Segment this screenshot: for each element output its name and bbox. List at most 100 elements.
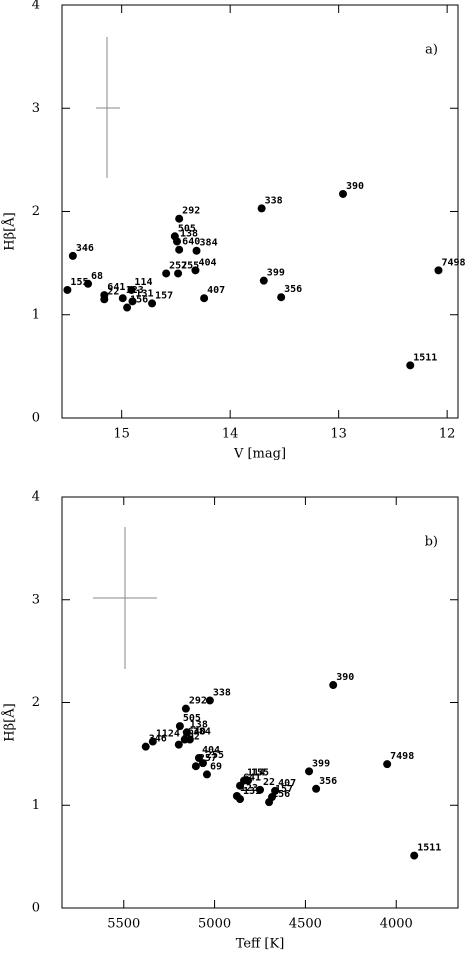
point	[434, 266, 443, 275]
point	[192, 246, 201, 255]
point-label: 399	[312, 758, 330, 769]
point	[162, 269, 171, 278]
point-label: 338	[265, 195, 283, 206]
point	[265, 798, 274, 807]
point-label: 7498	[441, 257, 465, 268]
y-axis-label: Hβ[Å]	[2, 703, 18, 741]
point	[141, 742, 150, 751]
point	[257, 204, 266, 213]
point	[271, 786, 280, 795]
x-tick-label: 4500	[289, 917, 322, 932]
point-label: 505	[183, 713, 201, 724]
point	[175, 214, 184, 223]
x-tick-label: 5000	[198, 917, 231, 932]
point	[123, 303, 132, 312]
point-label: 257	[199, 753, 217, 764]
x-tick-label: 13	[330, 427, 347, 442]
point-label: 131	[243, 786, 261, 797]
point-label: 255	[181, 260, 199, 271]
point-label: 292	[182, 206, 200, 217]
point	[329, 681, 338, 690]
error-cross	[93, 37, 157, 669]
panel-label: a)	[425, 43, 438, 58]
point	[410, 851, 419, 860]
x-axis-label: Teff [K]	[236, 937, 285, 951]
x-tick-label: 14	[222, 427, 239, 442]
point	[236, 795, 245, 804]
point-label: 155	[251, 768, 269, 779]
point	[118, 294, 127, 303]
point-label: 123	[240, 783, 258, 794]
point-label: 156	[272, 789, 290, 800]
point-label: 156	[130, 295, 148, 306]
y-tick-label: 3	[32, 592, 40, 607]
y-tick-label: 0	[32, 901, 40, 916]
y-tick-label: 2	[32, 204, 40, 219]
point-label: 384	[193, 726, 211, 737]
y-tick-label: 3	[32, 101, 40, 116]
point-label: 346	[149, 734, 167, 745]
point	[100, 295, 109, 304]
point	[175, 722, 184, 731]
y-tick-label: 0	[32, 411, 40, 426]
point	[200, 294, 209, 303]
point	[63, 285, 72, 294]
point-label: 114	[247, 768, 265, 779]
point-label: 399	[267, 268, 285, 279]
point	[148, 299, 157, 308]
point-label: 390	[346, 181, 364, 192]
panel-label: b)	[425, 535, 438, 550]
point-label: 356	[319, 776, 337, 787]
point-label: 640	[188, 726, 206, 737]
x-tick-label: 4000	[380, 917, 413, 932]
point	[174, 269, 183, 278]
point-label: 1511	[417, 843, 441, 854]
point-label: 257	[169, 260, 187, 271]
point	[191, 762, 200, 771]
point-label: 68	[91, 271, 103, 282]
point	[191, 266, 200, 275]
point	[128, 297, 137, 306]
point	[406, 361, 415, 370]
point	[236, 781, 245, 790]
y-axis-label: Hβ[Å]	[2, 212, 18, 250]
point	[173, 237, 182, 246]
x-axis-label: V [mag]	[233, 447, 286, 462]
point-label: 384	[200, 238, 218, 249]
point-label: 69	[210, 761, 222, 772]
y-tick-label: 4	[32, 0, 40, 13]
point	[127, 285, 136, 294]
y-tick-label: 4	[32, 490, 40, 505]
x-tick-label: 5500	[107, 917, 140, 932]
point-label: 404	[202, 745, 220, 756]
point-label: 505	[178, 223, 196, 234]
point-label: 157	[155, 290, 173, 301]
x-tick-label: 15	[113, 427, 130, 442]
point	[244, 776, 253, 785]
point	[205, 696, 214, 705]
point	[256, 785, 264, 794]
point-label: 138	[190, 719, 208, 730]
point-label: 641	[107, 282, 125, 293]
point-label: 7498	[390, 751, 414, 762]
point-label: 138	[180, 228, 198, 239]
point-label: 356	[284, 284, 302, 295]
point	[312, 784, 321, 793]
point-label: 407	[278, 778, 296, 789]
point	[84, 279, 93, 288]
point-label: 640	[182, 237, 200, 248]
point	[305, 767, 314, 776]
point-label: 255	[206, 750, 224, 761]
frame	[61, 496, 459, 909]
point	[68, 251, 77, 260]
point-label: 292	[189, 696, 207, 707]
point	[185, 735, 194, 744]
point-label: 641	[243, 773, 261, 784]
point	[338, 189, 347, 198]
point-label: 157	[275, 784, 293, 795]
y-tick-label: 1	[32, 798, 40, 813]
point	[182, 728, 191, 737]
point-label: 155	[70, 277, 88, 288]
point-label: 346	[76, 243, 94, 254]
